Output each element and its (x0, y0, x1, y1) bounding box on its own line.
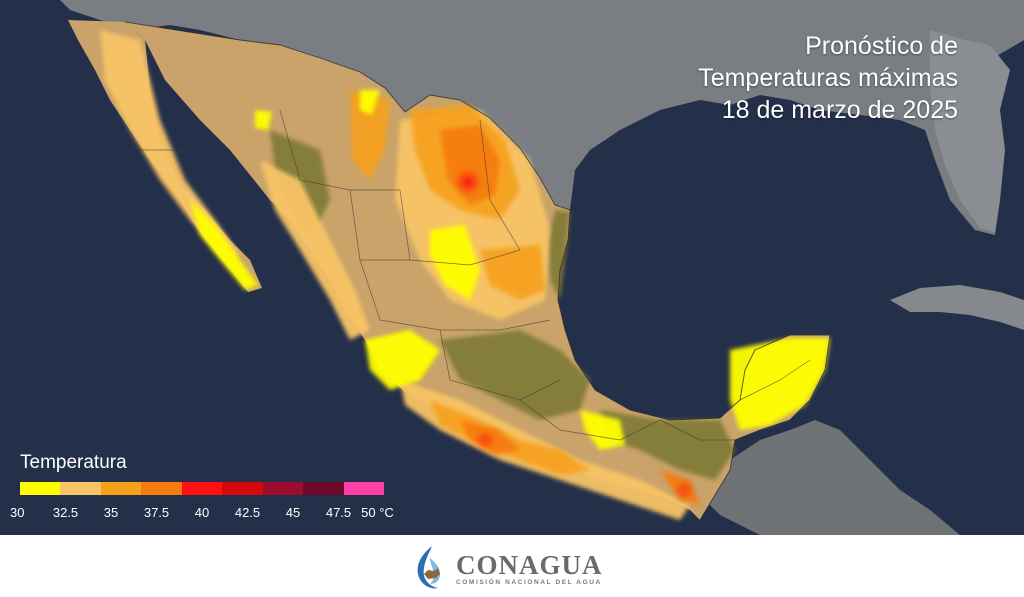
central-america-land (700, 420, 960, 535)
legend-tick-label: 37.5 (143, 505, 170, 520)
legend-tick-label: 40 (194, 505, 210, 520)
legend-swatch (262, 482, 304, 495)
logo-subtitle: COMISIÓN NACIONAL DEL AGUA (456, 578, 602, 586)
temperature-map (60, 0, 1024, 535)
legend-tick-label: 45 (285, 505, 301, 520)
temp-zone-37-5 (440, 125, 700, 505)
legend-tick-label: 42.5 (234, 505, 261, 520)
legend-tick-label: 30 (10, 505, 25, 520)
legend-tick-label: 32.5 (52, 505, 79, 520)
usa-land (60, 0, 1024, 235)
temp-zone-40 (460, 174, 689, 495)
legend-color-bar (20, 482, 384, 495)
legend-swatch (60, 482, 101, 495)
temperature-legend: Temperatura 30 32.5 35 37.5 40 42.5 45 47.5 50 °… (10, 452, 400, 523)
legend-tick-label: 35 (103, 505, 119, 520)
cuba-land (890, 285, 1024, 330)
legend-swatch (141, 482, 182, 495)
title-line-2: Temperaturas máximas (698, 64, 958, 92)
map-area: Pronóstico de Temperaturas máximas 18 de… (0, 0, 1024, 535)
state-borders (140, 109, 811, 441)
legend-swatch (343, 482, 384, 495)
conagua-logo: CONAGUA COMISIÓN NACIONAL DEL AGUA (410, 544, 620, 592)
legend-swatch (181, 482, 223, 495)
title-line-3: 18 de marzo de 2025 (721, 96, 958, 124)
map-title: Pronóstico de Temperaturas máximas 18 de… (698, 30, 958, 126)
legend-swatch (20, 482, 61, 495)
mexico-outline (124, 21, 831, 521)
legend-tick-label: 50 °C (361, 505, 394, 520)
title-line-1: Pronóstico de (805, 32, 958, 60)
legend-swatch (222, 482, 263, 495)
florida-land (930, 30, 1010, 232)
logo-name: CONAGUA (456, 549, 603, 580)
legend-ticks: 30 32.5 35 37.5 40 42.5 45 47.5 50 °C (10, 505, 400, 523)
legend-title: Temperatura (20, 452, 127, 473)
legend-swatch (303, 482, 344, 495)
conagua-logo-icon (417, 546, 440, 589)
legend-tick-label: 47.5 (325, 505, 352, 520)
footer: CONAGUA COMISIÓN NACIONAL DEL AGUA (0, 535, 1024, 597)
temp-zone-30 (190, 90, 830, 450)
legend-swatch (100, 482, 142, 495)
